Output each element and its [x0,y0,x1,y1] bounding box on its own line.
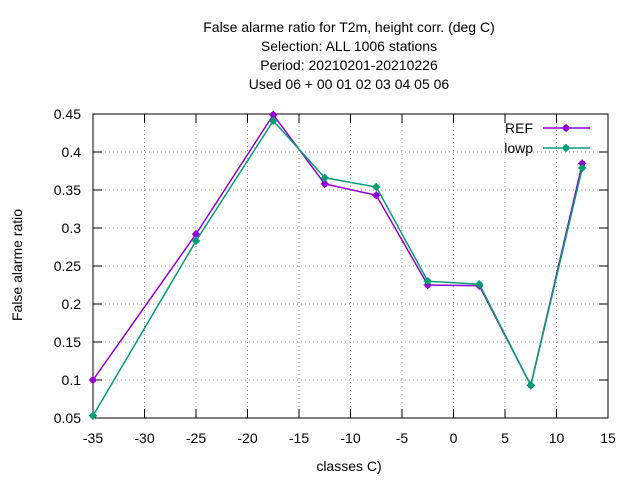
x-tick-label: -5 [396,430,409,446]
y-tick-label: 0.35 [54,182,81,198]
series-ref-point [320,179,329,188]
grid-lines [93,114,608,418]
y-tick-label: 0.25 [54,258,81,274]
x-tick-label: -30 [134,430,154,446]
legend-label-ref: REF [505,120,533,136]
legend-marker-ref [562,124,570,132]
x-tick-label: 5 [501,430,509,446]
x-tick-label: -25 [186,430,206,446]
legend-marker-lowp [562,144,570,152]
y-tick-label: 0.1 [62,372,82,388]
series-lowp-point [578,163,587,172]
series-lowp-point [269,116,278,125]
series-lowp-point [192,236,200,245]
legend: REF lowp [504,120,590,156]
chart-title: False alarme ratio for T2m, height corr.… [203,19,495,92]
x-tick-label: -35 [83,430,103,446]
title-line-4: Used 06 + 00 01 02 03 04 05 06 [249,76,450,92]
x-tick-label: -10 [340,430,360,446]
y-tick-label: 0.3 [62,220,82,236]
series-lowp-point [526,381,535,390]
title-line-2: Selection: ALL 1006 stations [261,38,437,54]
series-lowp-point [372,182,381,191]
series-lowp-point [423,277,432,286]
title-line-1: False alarme ratio for T2m, height corr.… [203,19,495,35]
series-ref-point [192,230,200,239]
y-axis-label: False alarme ratio [9,209,25,321]
y-tick-label: 0.2 [62,296,82,312]
series-lowp-point [89,411,97,420]
series-lowp-point [320,173,329,182]
x-tick-label: -15 [289,430,309,446]
x-tick-label: 10 [549,430,565,446]
x-tick-label: 0 [450,430,458,446]
series-ref-point [89,376,97,384]
y-tick-label: 0.15 [54,334,81,350]
x-axis-ticks: -35 -30 -25 -20 -15 -10 -5 0 5 10 15 [83,114,616,446]
y-tick-label: 0.4 [62,144,82,160]
legend-label-lowp: lowp [504,140,533,156]
x-axis-label: classes C) [316,458,381,474]
x-tick-label: -20 [237,430,257,446]
series-lowp [89,116,587,420]
title-line-3: Period: 20210201-20210226 [260,57,438,73]
y-axis-ticks: 0.05 0.1 0.15 0.2 0.25 0.3 0.35 0.4 0.45 [54,106,608,426]
series-ref-point [372,191,381,200]
series-ref-point [269,110,278,119]
series-lowp-point [475,280,484,289]
y-tick-label: 0.05 [54,410,81,426]
x-tick-label: 15 [600,430,616,446]
y-tick-label: 0.45 [54,106,81,122]
series-layer [89,110,587,420]
